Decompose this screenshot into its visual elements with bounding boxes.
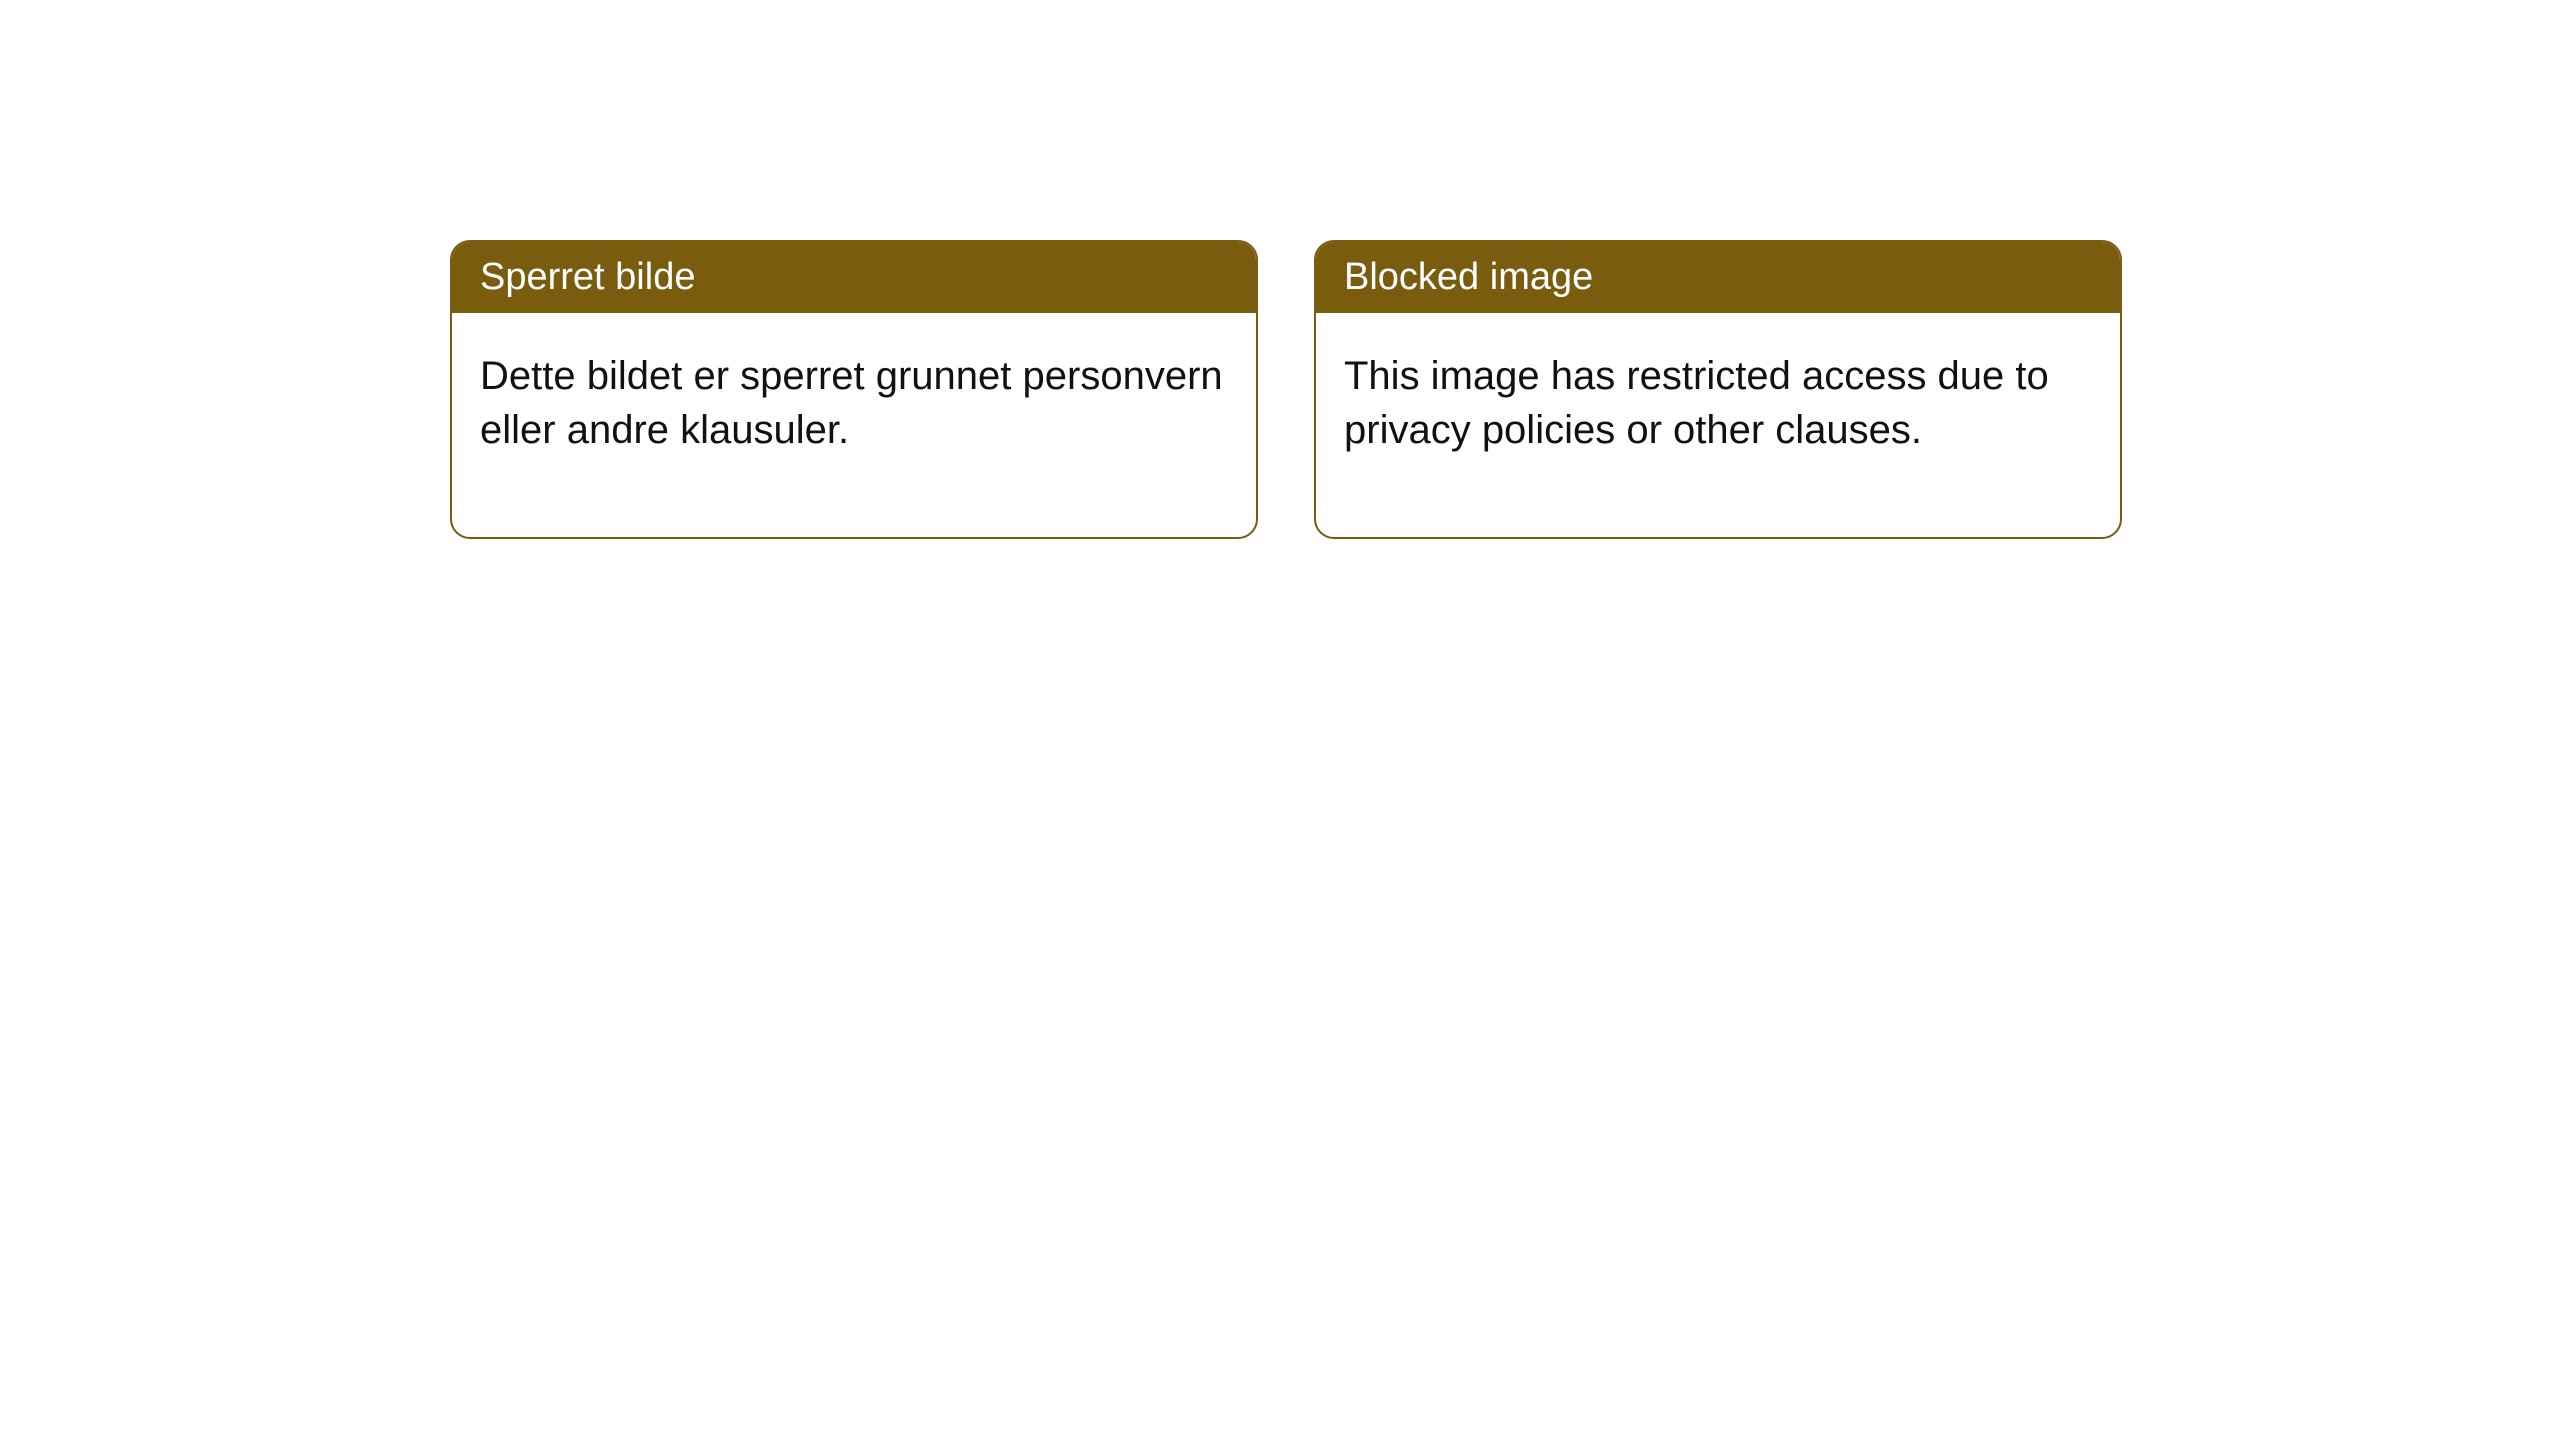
card-body: This image has restricted access due to … — [1316, 313, 2120, 537]
card-header: Blocked image — [1316, 242, 2120, 313]
card-title: Blocked image — [1344, 256, 1593, 298]
card-title: Sperret bilde — [480, 256, 695, 298]
card-body-text: Dette bildet er sperret grunnet personve… — [480, 354, 1223, 452]
card-row: Sperret bilde Dette bildet er sperret gr… — [0, 0, 2560, 539]
notice-card-norwegian: Sperret bilde Dette bildet er sperret gr… — [450, 240, 1258, 539]
card-header: Sperret bilde — [452, 242, 1256, 313]
notice-card-english: Blocked image This image has restricted … — [1314, 240, 2122, 539]
card-body: Dette bildet er sperret grunnet personve… — [452, 313, 1256, 537]
card-body-text: This image has restricted access due to … — [1344, 354, 2049, 452]
